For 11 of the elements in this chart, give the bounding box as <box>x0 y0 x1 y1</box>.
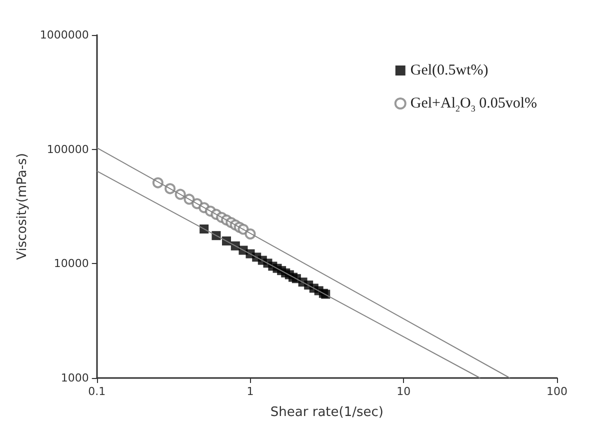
x-tick-label: 100 <box>546 385 568 398</box>
x-axis-title: Shear rate(1/sec) <box>270 405 384 420</box>
y-tick-label: 10000 <box>54 257 89 270</box>
x-tick-label: 0.1 <box>88 385 106 398</box>
y-tick-label: 100000 <box>46 142 89 156</box>
x-tick-label: 10 <box>396 385 411 398</box>
y-axis-title: Viscosity(mPa-s) <box>15 153 30 260</box>
y-tick-label: 1000 <box>60 372 89 384</box>
x-tick-label: 1 <box>246 385 254 398</box>
y-tick-label: 1000000 <box>40 28 89 42</box>
legend-label: Gel(0.5wt%) <box>410 62 488 78</box>
